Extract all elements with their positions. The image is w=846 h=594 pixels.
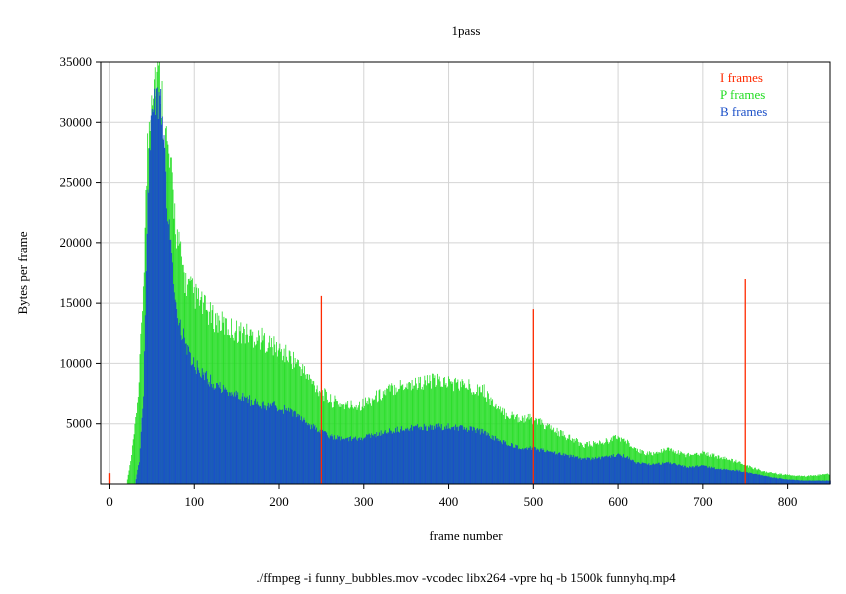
legend-p-frames: P frames xyxy=(720,87,765,102)
x-tick-label: 700 xyxy=(693,494,713,509)
command-caption: ./ffmpeg -i funny_bubbles.mov -vcodec li… xyxy=(256,570,676,585)
y-axis-label: Bytes per frame xyxy=(15,231,30,314)
x-tick-label: 600 xyxy=(608,494,628,509)
y-tick-label: 30000 xyxy=(60,114,93,129)
axis-ticks: 0 100 200 300 400 500 600 700 800 5000 10000 15000 2… xyxy=(60,54,798,509)
y-tick-label: 25000 xyxy=(60,175,93,190)
x-tick-label: 0 xyxy=(106,494,113,509)
x-tick-label: 100 xyxy=(184,494,204,509)
x-tick-label: 400 xyxy=(439,494,459,509)
y-tick-label: 20000 xyxy=(60,235,93,250)
legend: I frames P frames B frames xyxy=(720,70,767,119)
y-tick-label: 10000 xyxy=(60,355,93,370)
legend-b-frames: B frames xyxy=(720,104,767,119)
x-tick-label: 800 xyxy=(778,494,798,509)
x-tick-label: 500 xyxy=(524,494,544,509)
plot-border xyxy=(100,61,831,485)
x-tick-label: 300 xyxy=(354,494,374,509)
y-tick-label: 15000 xyxy=(60,295,93,310)
x-axis-label: frame number xyxy=(429,528,503,543)
chart-title: 1pass xyxy=(452,23,481,38)
x-tick-label: 200 xyxy=(269,494,289,509)
y-tick-label: 5000 xyxy=(66,416,92,431)
legend-i-frames: I frames xyxy=(720,70,763,85)
y-tick-label: 35000 xyxy=(60,54,93,69)
bars-layer xyxy=(108,62,831,484)
